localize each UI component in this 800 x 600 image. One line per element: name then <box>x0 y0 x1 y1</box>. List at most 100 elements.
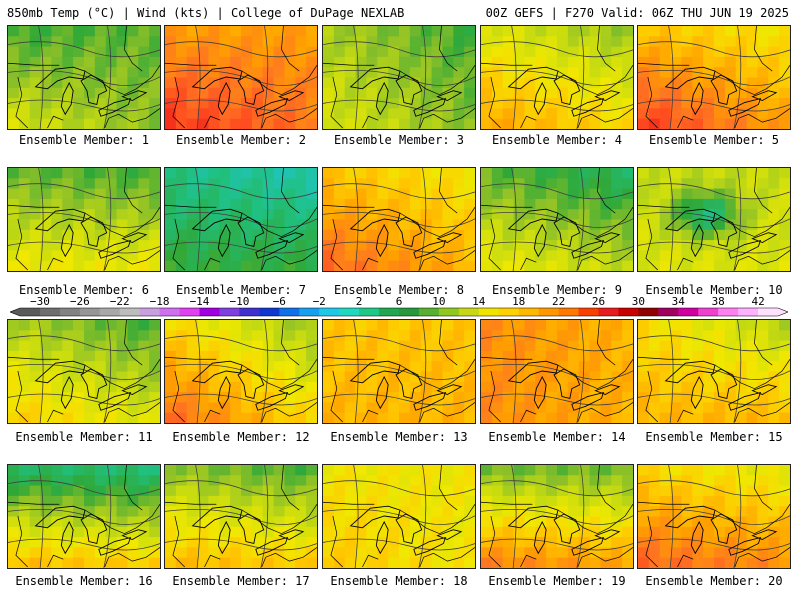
temperature-cell <box>116 526 129 538</box>
temperature-cell <box>149 475 160 487</box>
political-border <box>172 370 185 423</box>
great-lakes-outline <box>751 529 778 541</box>
political-border <box>419 402 475 423</box>
temperature-cell <box>464 392 475 403</box>
great-lakes-outline <box>80 513 108 545</box>
temperature-cell <box>94 392 107 403</box>
temperature-cell <box>18 229 31 241</box>
height-contour <box>481 99 633 112</box>
temperature-cell <box>40 320 53 331</box>
temperature-cell <box>149 26 160 37</box>
temperature-cell <box>491 108 504 120</box>
temperature-cell <box>73 250 85 262</box>
temperature-cell <box>768 178 780 190</box>
temperature-cell <box>241 178 253 190</box>
temperature-cell <box>768 557 780 568</box>
temperature-cell <box>638 36 650 48</box>
temperature-cell <box>333 526 346 538</box>
temperature-cell <box>149 412 160 423</box>
height-contour <box>481 70 633 86</box>
temperature-cell <box>659 219 672 231</box>
temperature-cell <box>589 495 602 507</box>
temperature-cell <box>481 537 493 548</box>
temperature-cell <box>175 219 188 231</box>
political-border <box>124 168 143 214</box>
temperature-cell <box>73 36 85 48</box>
temperature-cell <box>546 506 558 518</box>
temperature-cell <box>116 168 129 179</box>
great-lakes-outline <box>60 81 74 116</box>
temperature-cell <box>589 87 602 99</box>
temperature-cell <box>333 67 346 79</box>
temperature-cell <box>284 516 296 528</box>
temperature-cell <box>546 108 558 120</box>
temperature-cell <box>409 98 422 109</box>
temperature-cell <box>284 381 296 393</box>
temperature-cell <box>535 46 547 58</box>
temperature-cell <box>138 465 150 476</box>
temperature-cell <box>84 516 96 528</box>
temperature-cell <box>344 108 357 120</box>
colorbar-swatch <box>339 308 360 316</box>
temperature-cell <box>735 371 748 383</box>
temperature-cell <box>366 516 378 528</box>
temperature-cell <box>670 412 683 423</box>
temperature-cell <box>219 475 231 487</box>
temperature-cell <box>578 350 591 362</box>
temperature-cell <box>524 557 536 568</box>
temperature-cell <box>29 260 42 271</box>
temperature-cell <box>546 229 558 241</box>
temperature-cell <box>638 381 650 393</box>
temperature-cell <box>546 361 558 373</box>
temperature-cell <box>768 118 780 129</box>
temperature-cell <box>659 168 672 179</box>
temperature-cell <box>399 402 411 414</box>
temperature-cell <box>659 56 672 68</box>
temperature-cell <box>29 46 42 58</box>
temperature-cell <box>8 260 20 271</box>
temperature-cell <box>18 87 31 99</box>
temperature-cell <box>648 46 661 58</box>
temperature-cell <box>149 516 160 528</box>
temperature-cell <box>464 495 475 507</box>
temperature-cell <box>399 330 411 342</box>
temperature-cell <box>768 260 780 271</box>
temperature-cell <box>197 485 210 497</box>
temperature-cell <box>513 188 526 200</box>
temperature-cell <box>409 118 422 129</box>
temperature-cell <box>546 516 558 528</box>
temperature-cell <box>333 77 346 89</box>
temperature-cell <box>295 87 307 99</box>
height-contour <box>8 393 160 406</box>
height-contour <box>481 241 633 254</box>
temperature-cell <box>670 240 683 251</box>
temperature-cell <box>295 547 307 559</box>
temperature-cell <box>524 178 536 190</box>
temperature-cell <box>197 26 210 37</box>
temperature-cell <box>481 240 493 251</box>
temperature-cell <box>377 526 389 538</box>
temperature-cell <box>420 485 433 497</box>
temperature-cell <box>197 188 210 200</box>
temperature-cell <box>295 260 307 271</box>
great-lakes-outline <box>553 368 581 400</box>
temperature-cell <box>105 350 118 362</box>
temperature-cell <box>442 168 454 179</box>
temperature-cell <box>453 250 465 262</box>
temperature-cell <box>757 547 769 559</box>
temperature-cell <box>219 26 231 37</box>
colorbar-tick-label: −26 <box>69 295 90 308</box>
temperature-cell <box>377 340 389 352</box>
temperature-cell <box>284 485 296 497</box>
temperature-cell <box>535 98 547 109</box>
temperature-field <box>165 26 317 129</box>
political-border <box>520 409 537 423</box>
temperature-cell <box>241 537 253 548</box>
temperature-field <box>638 26 790 129</box>
temperature-cell <box>611 240 623 251</box>
temperature-cell <box>62 108 74 120</box>
temperature-cell <box>8 229 20 241</box>
temperature-cell <box>73 526 85 538</box>
great-lakes-outline <box>121 529 148 541</box>
temperature-cell <box>714 320 726 331</box>
